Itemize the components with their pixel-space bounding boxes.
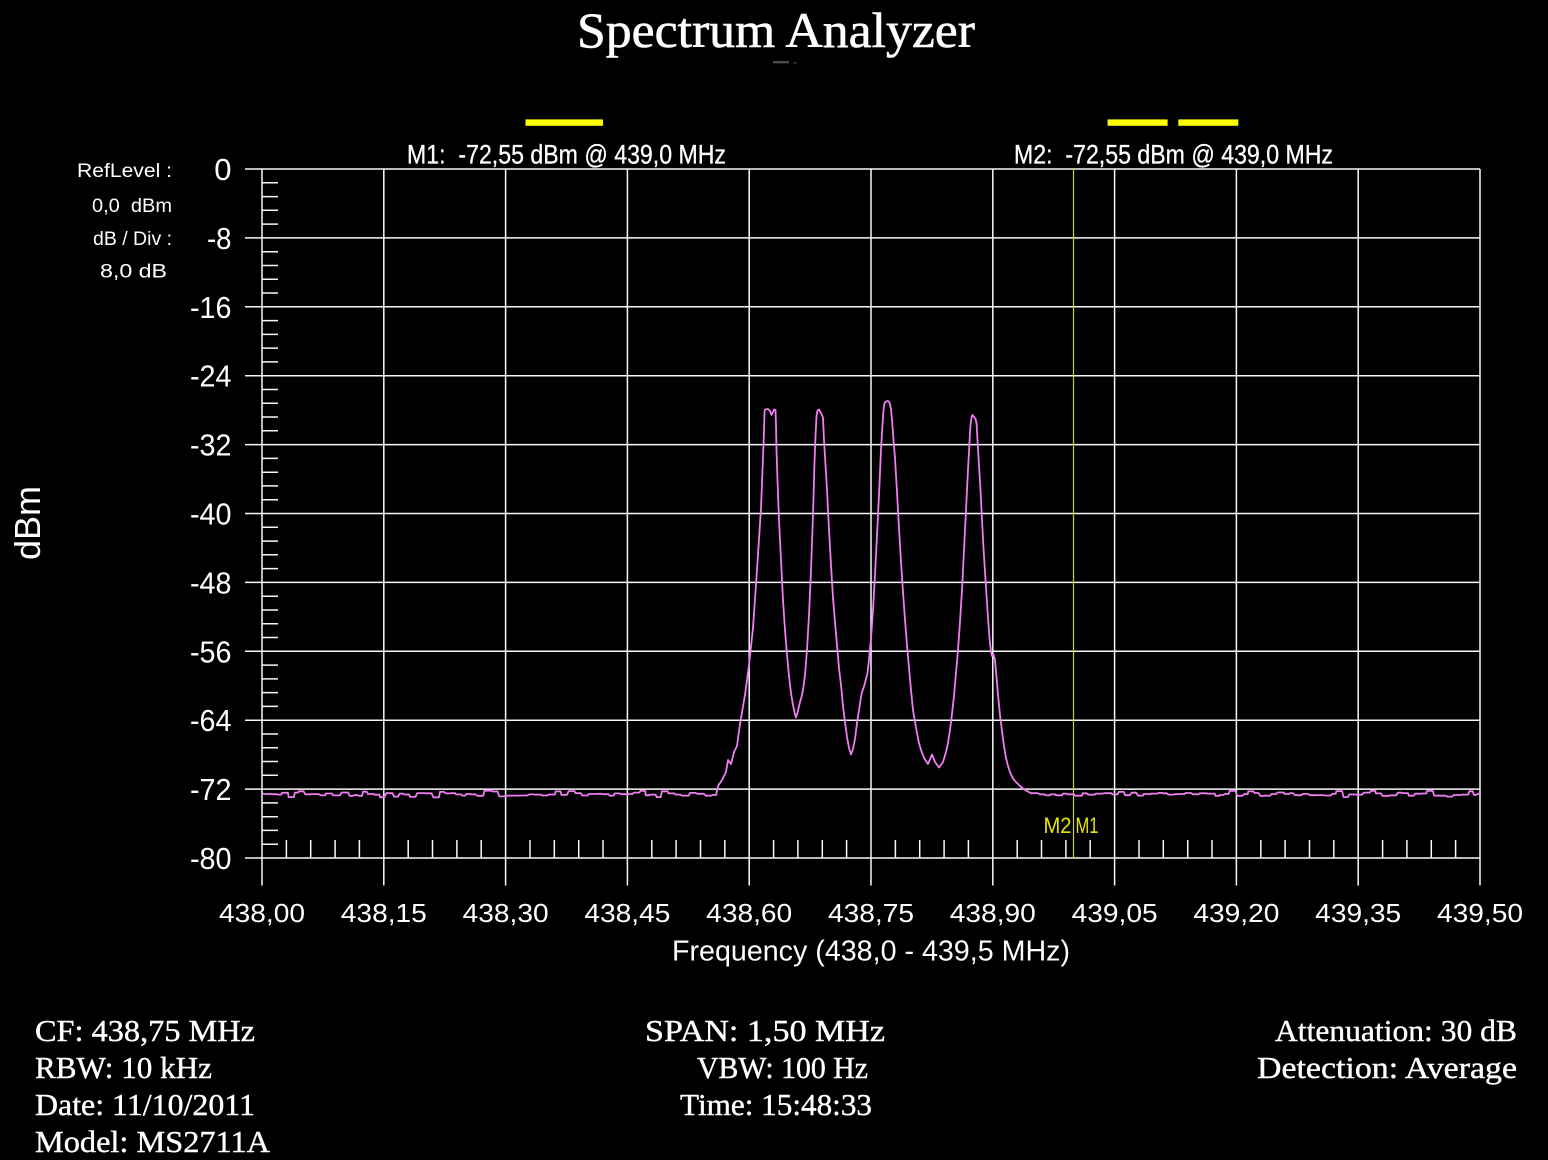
svg-text:RefLevel :: RefLevel : xyxy=(77,161,172,182)
svg-text:Attenuation: 30 dB: Attenuation: 30 dB xyxy=(1275,1013,1517,1048)
svg-text:M2: M2 xyxy=(1044,813,1072,838)
svg-text:438,15: 438,15 xyxy=(341,898,427,928)
svg-text:-32: -32 xyxy=(190,428,232,463)
svg-text:8,0 dB: 8,0 dB xyxy=(100,262,167,283)
svg-text:438,60: 438,60 xyxy=(706,898,792,928)
svg-text:-24: -24 xyxy=(190,359,232,394)
svg-text:CF: 438,75 MHz: CF: 438,75 MHz xyxy=(35,1013,255,1048)
svg-text:Frequency (438,0 - 439,5 MHz): Frequency (438,0 - 439,5 MHz) xyxy=(672,936,1070,968)
svg-text:dBm: dBm xyxy=(7,486,48,560)
svg-text:Detection: Average: Detection: Average xyxy=(1257,1050,1517,1085)
svg-text:439,05: 439,05 xyxy=(1072,898,1158,928)
svg-text:-16: -16 xyxy=(190,290,232,325)
svg-text:438,00: 438,00 xyxy=(219,898,305,928)
svg-text:-40: -40 xyxy=(190,497,232,532)
svg-text:dB / Div :: dB / Div : xyxy=(93,229,172,250)
svg-text:M1: -72,55 dBm @ 439,0 MHz: M1: -72,55 dBm @ 439,0 MHz xyxy=(407,139,726,169)
svg-text:Date: 11/10/2011: Date: 11/10/2011 xyxy=(35,1087,255,1122)
svg-text:-64: -64 xyxy=(190,703,232,738)
svg-text:438,75: 438,75 xyxy=(828,898,914,928)
svg-text:M2: -72,55 dBm @ 439,0 MHz: M2: -72,55 dBm @ 439,0 MHz xyxy=(1014,139,1333,169)
svg-text:-80: -80 xyxy=(190,841,232,876)
svg-text:0,0 dBm: 0,0 dBm xyxy=(92,196,172,217)
svg-text:438,30: 438,30 xyxy=(463,898,549,928)
svg-text:SPAN: 1,50 MHz: SPAN: 1,50 MHz xyxy=(645,1013,885,1048)
svg-text:VBW: 100 Hz: VBW: 100 Hz xyxy=(697,1050,868,1085)
svg-text:-72: -72 xyxy=(190,772,232,807)
svg-text:-8: -8 xyxy=(207,221,232,256)
svg-text:M1: M1 xyxy=(1076,813,1099,838)
svg-text:RBW: 10 kHz: RBW: 10 kHz xyxy=(35,1050,212,1085)
svg-text:439,50: 439,50 xyxy=(1437,898,1523,928)
svg-text:438,45: 438,45 xyxy=(584,898,670,928)
svg-text:0: 0 xyxy=(214,152,231,187)
svg-text:439,35: 439,35 xyxy=(1315,898,1401,928)
svg-text:Spectrum Analyzer: Spectrum Analyzer xyxy=(577,2,975,58)
svg-text:-56: -56 xyxy=(190,634,232,669)
svg-text:438,90: 438,90 xyxy=(950,898,1036,928)
svg-text:Model: MS2711A: Model: MS2711A xyxy=(35,1124,271,1159)
svg-text:439,20: 439,20 xyxy=(1193,898,1279,928)
svg-text:Time: 15:48:33: Time: 15:48:33 xyxy=(680,1087,872,1122)
svg-text:-48: -48 xyxy=(190,565,232,600)
